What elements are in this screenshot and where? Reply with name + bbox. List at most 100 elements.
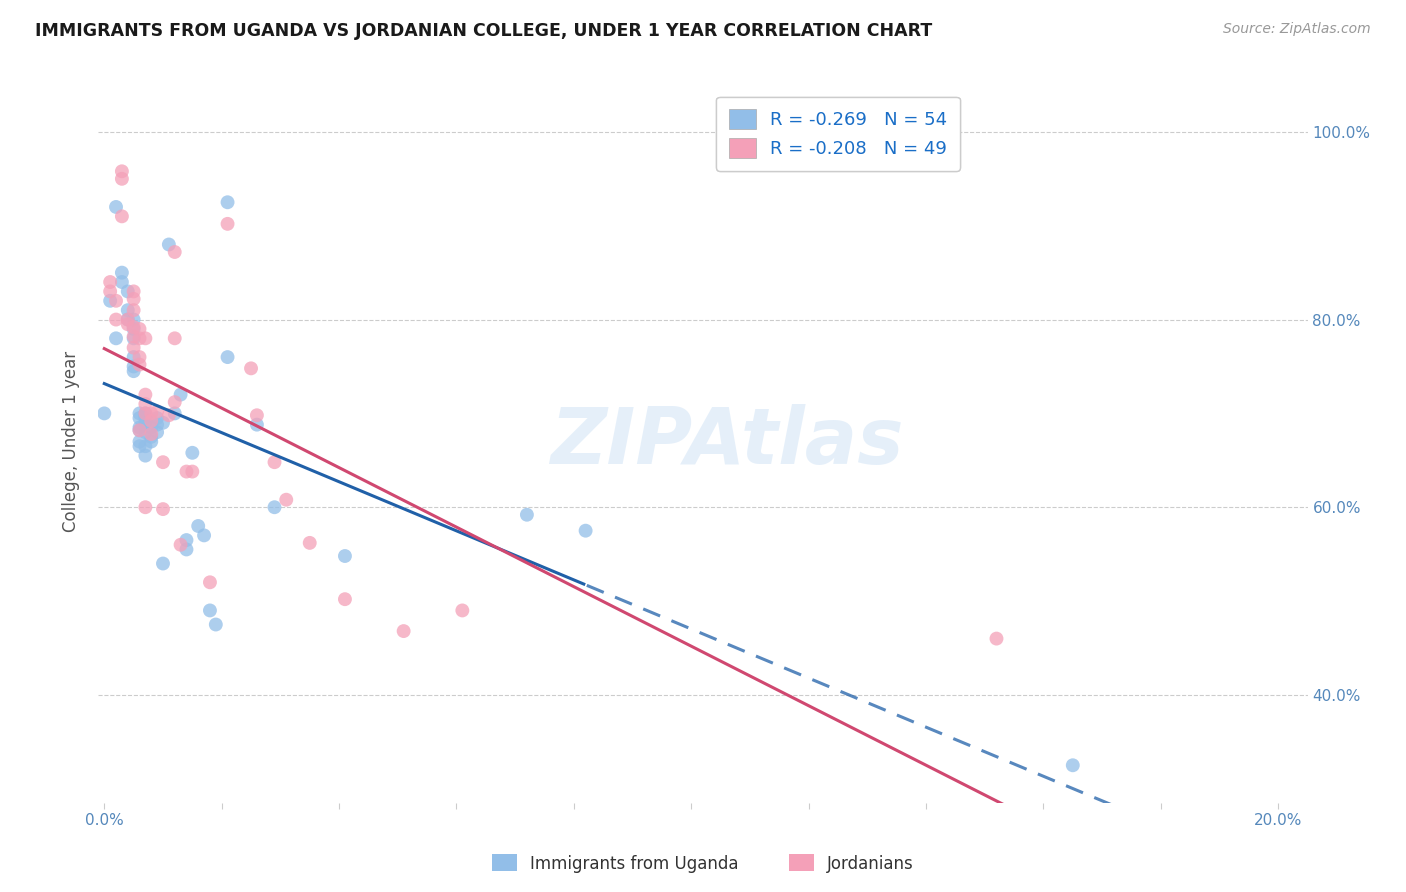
Point	[141, 430, 163, 444]
Point	[193, 528, 215, 542]
Point	[141, 406, 163, 420]
Point	[128, 322, 150, 336]
Point	[516, 508, 538, 522]
Point	[134, 500, 156, 515]
Point	[163, 331, 186, 345]
Point	[128, 439, 150, 453]
Point	[93, 406, 115, 420]
Point	[246, 409, 269, 423]
Point	[146, 425, 169, 439]
Point	[146, 404, 169, 418]
Point	[152, 502, 174, 516]
Point	[122, 320, 145, 334]
Point	[217, 195, 239, 210]
Point	[986, 632, 1008, 646]
Point	[246, 417, 269, 432]
Y-axis label: College, Under 1 year: College, Under 1 year	[62, 351, 80, 533]
Point	[111, 164, 134, 178]
Point	[169, 538, 191, 552]
Point	[152, 416, 174, 430]
Point	[163, 406, 186, 420]
Text: Source: ZipAtlas.com: Source: ZipAtlas.com	[1223, 22, 1371, 37]
Point	[122, 364, 145, 378]
Point	[122, 292, 145, 306]
Point	[128, 423, 150, 437]
Point	[263, 455, 285, 469]
Point	[134, 411, 156, 425]
Point	[276, 492, 298, 507]
Point	[111, 275, 134, 289]
Point	[1062, 758, 1084, 772]
Point	[105, 331, 128, 345]
Point	[128, 420, 150, 434]
Point	[163, 395, 186, 409]
Point	[122, 350, 145, 364]
Point	[128, 358, 150, 372]
Point	[204, 617, 226, 632]
Text: ZIPAtlas: ZIPAtlas	[550, 403, 904, 480]
Point	[181, 465, 204, 479]
Point	[176, 533, 198, 547]
Point	[98, 285, 121, 299]
Point	[105, 293, 128, 308]
Point	[134, 409, 156, 423]
Point	[117, 312, 139, 326]
Point	[128, 331, 150, 345]
Point	[141, 414, 163, 428]
Point	[128, 350, 150, 364]
Point	[122, 329, 145, 343]
Point	[128, 411, 150, 425]
Point	[333, 549, 356, 563]
Point	[117, 312, 139, 326]
Point	[134, 406, 156, 420]
Point	[134, 397, 156, 411]
Point	[105, 200, 128, 214]
Point	[263, 500, 285, 515]
Point	[146, 411, 169, 425]
Point	[122, 303, 145, 318]
Point	[117, 303, 139, 318]
Point	[98, 275, 121, 289]
Point	[111, 266, 134, 280]
Point	[141, 434, 163, 449]
Point	[217, 217, 239, 231]
Point	[141, 420, 163, 434]
Point	[198, 575, 221, 590]
Point	[122, 322, 145, 336]
Point	[333, 592, 356, 607]
Point	[240, 361, 263, 376]
Point	[122, 359, 145, 374]
Point	[134, 331, 156, 345]
Point	[134, 387, 156, 401]
Legend: R = -0.269   N = 54, R = -0.208   N = 49: R = -0.269 N = 54, R = -0.208 N = 49	[716, 96, 960, 170]
Point	[122, 341, 145, 355]
Point	[181, 446, 204, 460]
Point	[134, 449, 156, 463]
Point	[176, 465, 198, 479]
Point	[217, 350, 239, 364]
Point	[128, 423, 150, 437]
Point	[105, 312, 128, 326]
Point	[122, 285, 145, 299]
Text: IMMIGRANTS FROM UGANDA VS JORDANIAN COLLEGE, UNDER 1 YEAR CORRELATION CHART: IMMIGRANTS FROM UGANDA VS JORDANIAN COLL…	[35, 22, 932, 40]
Point	[111, 210, 134, 224]
Point	[117, 285, 139, 299]
Point	[157, 237, 180, 252]
Point	[117, 318, 139, 332]
Point	[187, 519, 209, 533]
Point	[111, 171, 134, 186]
Point	[198, 603, 221, 617]
Point	[176, 542, 198, 557]
Point	[98, 293, 121, 308]
Point	[451, 603, 474, 617]
Point	[392, 624, 415, 638]
Point	[122, 312, 145, 326]
Point	[128, 406, 150, 420]
Point	[157, 409, 180, 423]
Point	[152, 557, 174, 571]
Point	[134, 439, 156, 453]
Point	[163, 245, 186, 260]
Legend: Immigrants from Uganda, Jordanians: Immigrants from Uganda, Jordanians	[485, 847, 921, 880]
Point	[169, 387, 191, 401]
Point	[298, 536, 321, 550]
